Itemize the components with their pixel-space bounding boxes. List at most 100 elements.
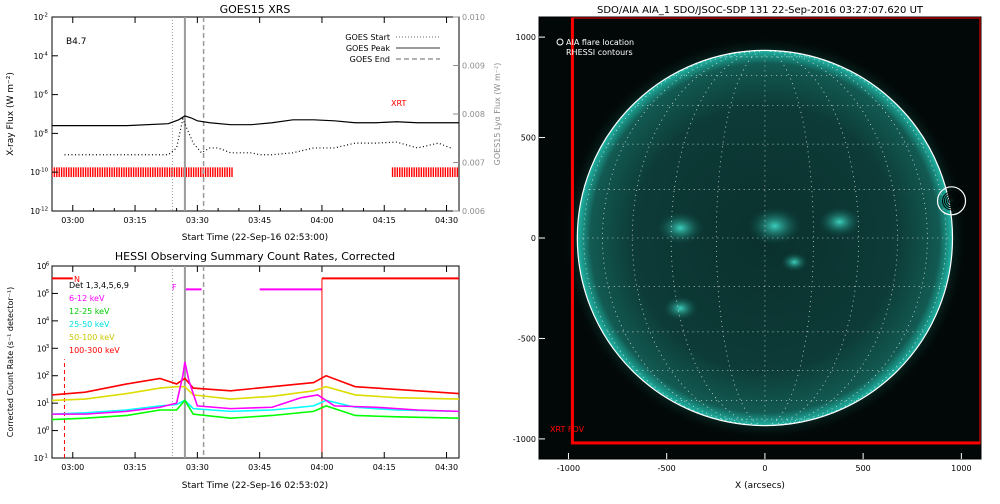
goes-legend-end: GOES End <box>350 55 390 64</box>
hessi-ytick-label-base: 10 <box>37 317 47 326</box>
goes-xtick-label: 04:30 <box>435 216 458 225</box>
goes-ytick-label: 10 -4 <box>34 51 49 61</box>
goes-y2tick-label: 0.006 <box>462 207 485 216</box>
hessi-ylabel: Corrected Count Rate (s⁻¹ detector⁻¹) <box>6 287 15 438</box>
aia-flare-location-circle <box>936 186 967 216</box>
goes-ytick-label: 10 -2 <box>34 13 48 23</box>
hessi-ytick-label-exp: -1 <box>42 454 47 460</box>
hessi-xtick-label: 04:30 <box>435 463 458 472</box>
goes-flux-line <box>52 115 459 127</box>
hessi-ytick-label: 10 -1 <box>34 454 48 464</box>
hessi-legend-12-25: 12-25 keV <box>69 307 110 316</box>
goes-plot-frame <box>51 16 460 212</box>
hessi-50-100-line <box>52 385 459 402</box>
hessi-flag-n: N <box>74 275 80 284</box>
aia-ytick-label: -500 <box>518 334 536 343</box>
aia-legend: AIA flare location RHESSI contours <box>556 38 634 57</box>
goes-ytick-label-base: 10 <box>34 13 44 22</box>
goes-ytick-label: 10 -8 <box>34 129 49 139</box>
aia-active-region <box>656 211 705 245</box>
hessi-legend-25-50: 25-50 keV <box>69 320 110 329</box>
goes-y2label: GOES15 Lyα Flux (W m⁻²) <box>493 63 502 166</box>
goes-ytick-label: 10 -12 <box>30 207 48 217</box>
goes-xtick-label: 03:15 <box>124 216 147 225</box>
aia-rhessi-contour <box>944 193 960 209</box>
goes-legend-start: GOES Start <box>345 33 390 42</box>
aia-title: SDO/AIA AIA_1 SDO/JSOC-SDP 131 22-Sep-20… <box>597 5 924 16</box>
aia-xtick-label: 1000 <box>951 464 971 473</box>
aia-xtick-label: -500 <box>658 464 676 473</box>
goes-xtick-label: 03:30 <box>186 216 209 225</box>
goes-ytick-label-exp: -10 <box>39 168 48 174</box>
goes-annotation: B4.7 <box>66 37 87 47</box>
hessi-title: HESSI Observing Summary Count Rates, Cor… <box>115 250 395 263</box>
aia-panel: SDO/AIA AIA_1 SDO/JSOC-SDP 131 22-Sep-20… <box>513 5 982 491</box>
hessi-ytick-label-base: 10 <box>37 427 47 436</box>
hessi-legend-50-100: 50-100 keV <box>69 333 115 342</box>
hessi-ytick-label: 10 5 <box>37 289 50 299</box>
aia-xtick-label: -1000 <box>557 464 580 473</box>
hessi-xtick-label: 03:45 <box>248 463 271 472</box>
hessi-ytick-label: 10 6 <box>37 262 50 272</box>
hessi-ytick-label-base: 10 <box>37 399 47 408</box>
aia-longitude-line <box>602 49 765 427</box>
aia-legend-flare: AIA flare location <box>566 38 634 47</box>
aia-rhessi-contour <box>942 191 962 211</box>
hessi-ytick-label: 10 1 <box>37 399 49 409</box>
aia-legend-flare-symbol <box>556 38 564 46</box>
aia-longitude-line <box>764 49 898 427</box>
hessi-xtick-label: 03:00 <box>61 463 84 472</box>
hessi-ytick-label: 10 2 <box>37 371 49 381</box>
hessi-xtick-label: 03:30 <box>186 463 209 472</box>
hessi-flag-f: F <box>172 283 177 292</box>
aia-legend-rhessi: RHESSI contours <box>566 48 633 57</box>
goes-lyman-line <box>64 116 451 156</box>
hessi-ytick-label-exp: 2 <box>46 371 50 377</box>
aia-active-region <box>780 252 809 272</box>
hessi-ytick-label-base: 10 <box>37 372 47 381</box>
hessi-legend-title: Det 1,3,4,5,6,9 <box>69 281 129 290</box>
hessi-panel: HESSI Observing Summary Count Rates, Cor… <box>6 250 460 491</box>
aia-longitude-line <box>764 49 928 427</box>
hessi-ytick-label-exp: 3 <box>46 344 50 350</box>
aia-active-region <box>817 206 862 238</box>
aia-rhessi-contour <box>946 195 958 207</box>
goes-xtick-label: 04:15 <box>373 216 396 225</box>
goes-ytick-label-base: 10 <box>34 52 44 61</box>
goes-y2tick-label: 0.009 <box>462 62 485 71</box>
goes-panel: GOES15 XRS 03:00 03:15 03:30 03:45 04:00 04:1… <box>6 3 502 243</box>
aia-xlabel: X (arcsecs) <box>735 481 785 491</box>
goes-xlabel: Start Time (22-Sep-16 02:53:00) <box>182 233 328 243</box>
hessi-ytick-label-exp: 5 <box>46 289 50 295</box>
goes-y2tick-label: 0.007 <box>462 159 485 168</box>
aia-xtick-label: 0 <box>762 464 767 473</box>
hessi-ytick-label-base: 10 <box>37 289 47 298</box>
aia-active-region <box>662 295 699 321</box>
aia-longitude-line <box>631 49 765 427</box>
aia-ytick-label: -1000 <box>513 435 536 444</box>
hessi-xtick-label: 03:15 <box>124 463 147 472</box>
hessi-6-12-line <box>52 361 459 415</box>
hessi-ytick-label-base: 10 <box>34 454 44 463</box>
goes-y2tick-label: 0.008 <box>462 110 485 119</box>
hessi-ytick-label: 10 0 <box>37 426 50 436</box>
hessi-plot-frame <box>51 265 460 459</box>
goes-ytick-label-base: 10 <box>34 91 44 100</box>
goes-ylabel: X-ray Flux (W m⁻²) <box>6 72 16 156</box>
goes-xtick-label: 04:00 <box>310 216 333 225</box>
goes-ytick-label-exp: -12 <box>39 207 48 213</box>
goes-ytick-label-exp: -2 <box>42 13 47 19</box>
hessi-ytick-label-exp: 4 <box>46 316 50 322</box>
aia-xtick-label: 500 <box>855 464 870 473</box>
aia-active-region <box>747 206 803 246</box>
goes-xtick-label: 03:45 <box>248 216 271 225</box>
hessi-ytick-label-exp: 0 <box>46 426 50 432</box>
goes-ytick-label-base: 10 <box>34 129 44 138</box>
goes-title: GOES15 XRS <box>220 3 291 16</box>
goes-y2tick-label: 0.010 <box>462 13 485 22</box>
goes-ytick-label-base: 10 <box>30 168 40 177</box>
hessi-100-300-line <box>52 374 459 396</box>
hessi-xtick-label: 04:00 <box>310 463 333 472</box>
hessi-legend-100-300: 100-300 keV <box>69 346 120 355</box>
hessi-ytick-label: 10 3 <box>37 344 50 354</box>
